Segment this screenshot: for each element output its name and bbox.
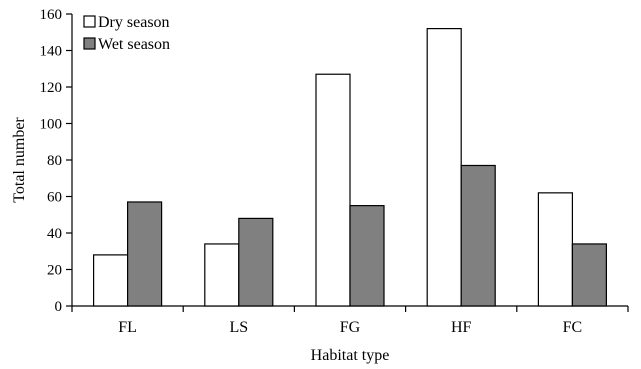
x-category-label: LS (229, 319, 248, 336)
y-tick-label: 0 (55, 299, 63, 315)
y-axis-ticks: 0 20 40 60 80 100 120 140 160 (40, 7, 72, 315)
bar-wet-fc (571, 243, 608, 307)
bar-wet-ls (238, 217, 274, 307)
bar-wet-fg (349, 205, 385, 307)
legend-swatch (83, 15, 96, 28)
bars (92, 28, 608, 307)
y-tick-label: 40 (47, 226, 62, 242)
y-tick-label: 140 (40, 44, 63, 60)
y-tick-label: 120 (40, 80, 63, 96)
legend-swatch (83, 37, 96, 50)
bar-dry-fc (537, 192, 574, 307)
y-tick-label: 20 (47, 263, 62, 279)
y-tick-label: 160 (40, 7, 63, 23)
x-category-label: FC (563, 319, 583, 336)
legend: Dry season Wet season (83, 14, 170, 53)
y-tick-label: 80 (47, 153, 62, 169)
x-axis-title: Habitat type (311, 347, 390, 364)
y-tick-label: 60 (47, 190, 62, 206)
legend-label: Dry season (98, 14, 170, 31)
x-category-label: FG (340, 319, 361, 336)
legend-label: Wet season (98, 36, 170, 53)
bar-wet-hf (460, 164, 496, 307)
x-category-label: FL (118, 319, 137, 336)
bar-wet-fl (126, 201, 163, 307)
bar-dry-fl (92, 254, 129, 307)
y-axis-title: Total number (11, 117, 28, 203)
x-category-label: HF (451, 319, 472, 336)
x-axis-categories: FL LS FG HF FC (71, 306, 629, 336)
bar-dry-ls (204, 243, 240, 307)
y-tick-label: 100 (40, 117, 63, 133)
bar-dry-hf (426, 28, 462, 307)
bar-dry-fg (315, 73, 351, 307)
